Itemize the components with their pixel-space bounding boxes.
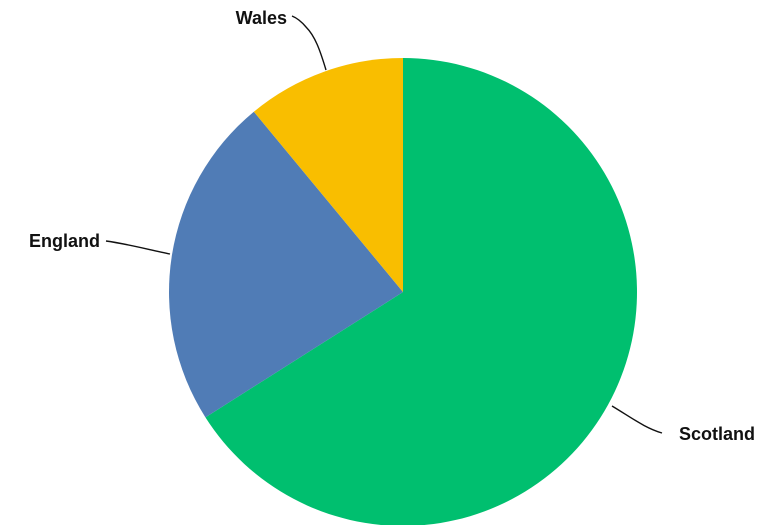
pie-slice-scotland [205, 58, 637, 525]
pie-slice-wales [253, 58, 403, 292]
leader-line-england [105, 240, 171, 255]
slice-label-wales: Wales [236, 8, 287, 28]
pie-slice-england [169, 111, 403, 418]
slice-labels-layer: Scotland England Wales [29, 8, 755, 444]
leader-lines-layer [105, 15, 663, 434]
slice-label-scotland: Scotland [679, 424, 755, 444]
slices-layer [169, 58, 637, 525]
leader-line-scotland [611, 405, 663, 434]
leader-line-wales [291, 15, 327, 71]
slice-label-england: England [29, 231, 100, 251]
